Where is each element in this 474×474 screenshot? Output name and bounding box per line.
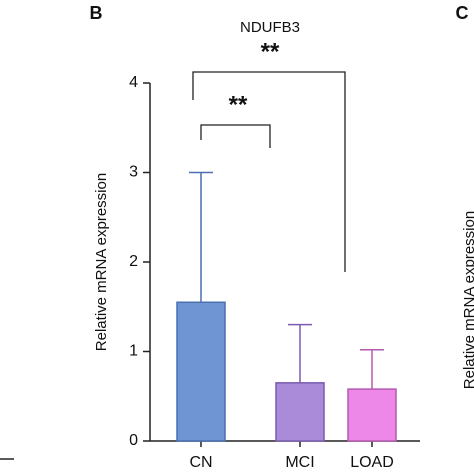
bar <box>275 382 325 442</box>
panel-label: B <box>90 3 103 23</box>
panel-label: C <box>456 3 469 23</box>
x-tick-label: MCI <box>285 454 314 471</box>
significance-label: ** <box>229 91 248 118</box>
y-tick-label: 2 <box>129 253 138 270</box>
significance-bracket <box>200 124 271 148</box>
y-tick-label: 1 <box>129 343 138 360</box>
significance-bracket <box>192 71 346 272</box>
panel-c-y-label: Relative mRNA expression <box>461 211 474 389</box>
y-tick-label: 0 <box>129 432 138 449</box>
y-axis-label: Relative mRNA expression <box>93 173 110 351</box>
y-tick-label: 3 <box>129 164 138 181</box>
x-tick-label: CN <box>189 454 212 471</box>
chart-title: NDUFB3 <box>240 19 300 36</box>
bar <box>176 301 226 442</box>
y-tick-label: 4 <box>129 74 138 91</box>
significance-label: ** <box>261 38 280 65</box>
x-tick-label: LOAD <box>350 454 394 471</box>
bar <box>347 388 397 442</box>
